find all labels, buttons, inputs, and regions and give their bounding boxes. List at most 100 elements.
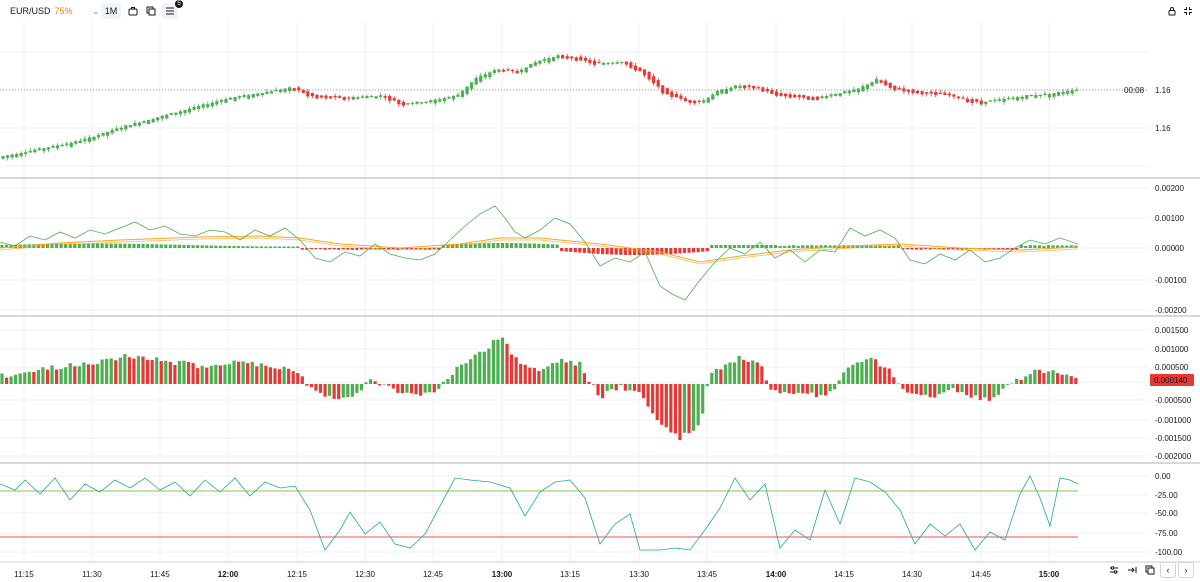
macd-histogram-bar <box>255 246 259 248</box>
price-candle <box>224 99 228 103</box>
chevron-left-icon[interactable]: ‹ <box>1160 562 1176 578</box>
macd-histogram-bar <box>550 244 555 248</box>
macd-line <box>0 205 1079 301</box>
price-candle <box>620 61 624 64</box>
osc-histogram-bar <box>223 364 227 384</box>
macd-histogram-bar <box>828 245 832 248</box>
price-candle <box>947 93 951 96</box>
price-candle <box>24 152 28 154</box>
indicators-icon[interactable] <box>162 3 178 19</box>
macd-histogram-bar <box>960 248 964 250</box>
macd-histogram-bar <box>946 248 950 250</box>
osc-histogram-bar <box>737 356 741 384</box>
price-candle <box>729 87 733 91</box>
price-candle <box>174 112 178 115</box>
macd-histogram-bar <box>428 248 432 250</box>
time-axis-label: 13:45 <box>697 570 718 579</box>
price-candle <box>802 94 806 98</box>
price-candle <box>665 88 669 95</box>
chevron-right-icon[interactable]: › <box>1178 562 1194 578</box>
price-candle <box>788 94 792 98</box>
macd-histogram-bar <box>810 245 814 248</box>
macd-histogram-bar <box>241 246 245 248</box>
osc-histogram-bar <box>314 384 318 391</box>
osc-histogram-bar <box>755 362 759 384</box>
price-candle <box>451 95 456 100</box>
osc-histogram-bar <box>637 384 641 393</box>
macd-histogram-bar <box>928 248 932 250</box>
macd-histogram-bar <box>473 243 477 248</box>
macd-axis-label: 0.00100 <box>1155 214 1184 223</box>
osc-histogram-bar <box>118 357 122 384</box>
osc-histogram-bar <box>146 359 150 384</box>
macd-axis-label: 0.00000 <box>1155 244 1184 253</box>
settings-sliders-icon[interactable] <box>1106 562 1122 578</box>
osc-histogram-bar <box>528 367 532 384</box>
price-candle <box>806 96 810 100</box>
scroll-to-end-icon[interactable] <box>1124 562 1140 578</box>
osc-histogram-bar <box>23 372 27 384</box>
osc-histogram-bar <box>423 384 427 393</box>
price-candle <box>615 62 619 64</box>
price-candle <box>511 69 515 72</box>
macd-histogram-bar <box>555 244 559 248</box>
osc-histogram-bar <box>514 357 518 384</box>
macd-histogram-bar <box>1065 245 1069 248</box>
macd-histogram-bar <box>955 248 960 250</box>
macd-histogram-bar <box>469 243 473 248</box>
macd-histogram-bar <box>851 245 855 248</box>
osc-histogram-bar <box>723 364 728 384</box>
macd-histogram-bar <box>300 248 304 250</box>
osc-histogram-bar <box>692 384 696 431</box>
macd-histogram-bar <box>391 248 395 250</box>
osc-histogram-bar <box>1010 383 1014 384</box>
macd-histogram-bar <box>109 243 113 248</box>
macd-histogram-bar <box>601 248 605 255</box>
price-candle <box>515 70 519 74</box>
price-candle <box>160 115 164 119</box>
macd-histogram-bar <box>141 243 145 248</box>
symbol-selector[interactable]: EUR/USD 75% ⌄ <box>6 3 103 19</box>
price-candle <box>970 99 974 103</box>
price-candle <box>65 143 69 145</box>
osc-histogram-bar <box>619 384 623 386</box>
fullscreen-icon[interactable] <box>1182 5 1194 17</box>
osc-histogram-bar <box>237 361 241 384</box>
price-candle <box>392 98 396 101</box>
price-candle <box>961 97 965 99</box>
osc-histogram-bar <box>27 371 31 384</box>
macd-histogram-bar <box>396 248 400 250</box>
copy-icon[interactable] <box>1142 562 1158 578</box>
interval-button[interactable]: 1M <box>101 3 121 19</box>
price-candle <box>274 89 278 92</box>
price-candle <box>338 96 342 98</box>
wr-axis-label: -25.00 <box>1155 491 1178 500</box>
osc-histogram-bar <box>150 359 154 384</box>
price-candle <box>934 91 938 95</box>
osc-histogram-bar <box>241 361 245 384</box>
price-candle <box>592 60 597 65</box>
macd-histogram-bar <box>505 243 509 248</box>
osc-histogram-bar <box>182 360 186 384</box>
price-candle <box>28 150 32 153</box>
macd-histogram-bar <box>291 246 295 248</box>
wr-axis-label: -75.00 <box>1155 529 1178 538</box>
price-candle <box>278 89 283 93</box>
price-candle <box>1066 90 1070 94</box>
macd-histogram-bar <box>664 248 668 255</box>
osc-histogram-bar <box>59 368 63 384</box>
time-axis-label: 11:45 <box>150 570 170 579</box>
compare-icon[interactable] <box>143 3 159 19</box>
lock-icon[interactable] <box>1166 5 1178 17</box>
price-candle <box>579 56 583 61</box>
macd-histogram-bar <box>64 243 68 248</box>
macd-histogram-bar <box>692 248 696 253</box>
osc-histogram-bar <box>191 363 195 384</box>
macd-histogram-bar <box>965 248 969 250</box>
bar-countdown: 00:08 <box>1124 86 1145 95</box>
osc-histogram-bar <box>350 384 354 397</box>
camera-icon[interactable] <box>125 3 141 19</box>
price-candle <box>324 95 328 99</box>
